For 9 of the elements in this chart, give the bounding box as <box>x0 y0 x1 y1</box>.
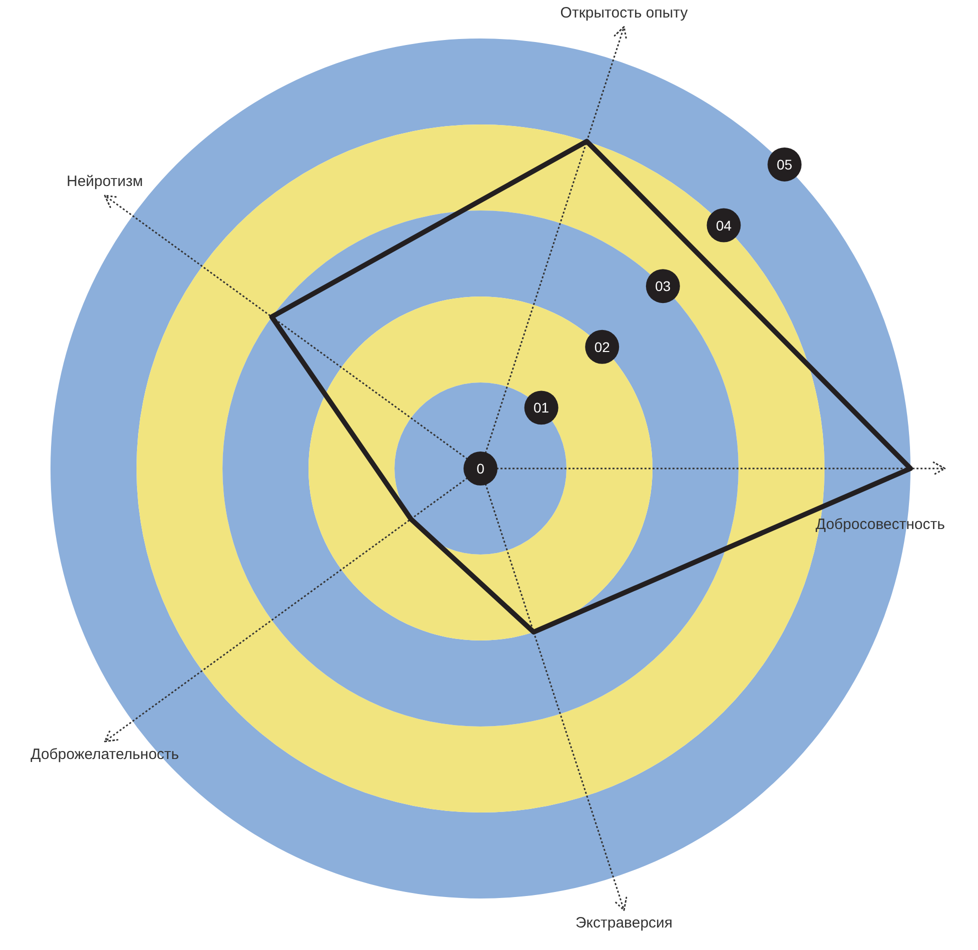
spoke-label: Экстраверсия <box>575 914 673 932</box>
y-tick-label: 05 <box>776 156 793 172</box>
y-tick-label: 02 <box>594 338 610 355</box>
y-tick-label: 04 <box>716 217 732 234</box>
spoke-label: Нейротизм <box>66 173 143 190</box>
spoke-label: Открытость опыту <box>560 4 688 22</box>
y-tick-label: 01 <box>534 400 550 416</box>
y-tick-label: 0 <box>476 460 485 476</box>
y-tick-label: 03 <box>655 278 671 294</box>
